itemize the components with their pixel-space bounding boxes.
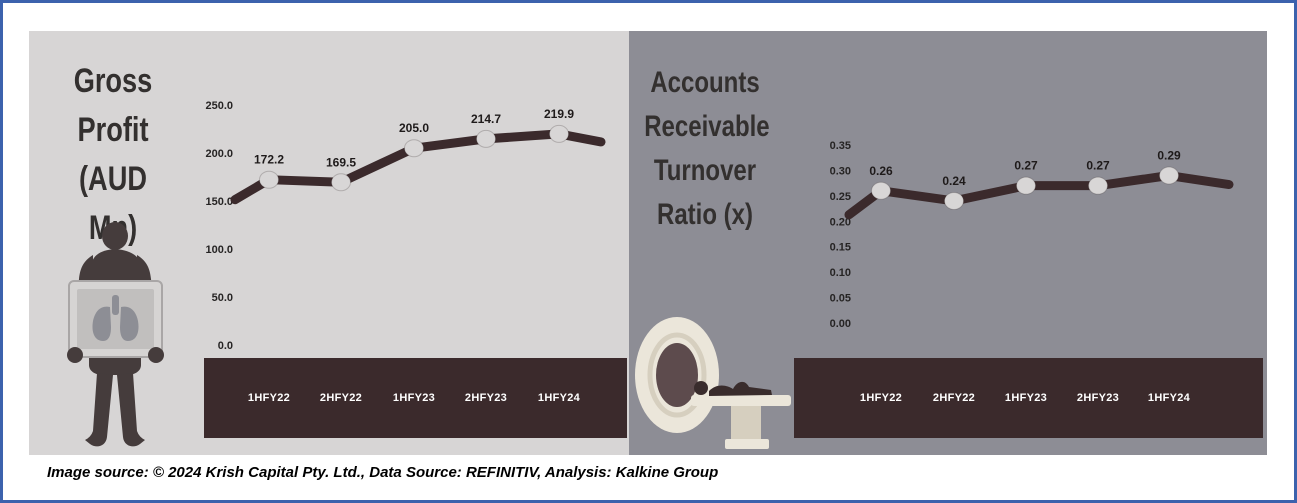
human-xray-icon [67, 222, 164, 447]
data-point-marker [944, 191, 964, 210]
y-axis-tick-label: 0.20 [830, 216, 851, 228]
data-point-marker [871, 181, 891, 200]
chart-title-line: Turnover [653, 154, 757, 187]
data-point-label: 205.0 [399, 121, 429, 135]
data-point-marker [331, 173, 351, 192]
y-axis-tick-label: 150.0 [205, 196, 233, 208]
data-point-label: 0.26 [869, 164, 893, 178]
y-axis-tick-label: 0.15 [830, 242, 851, 254]
x-axis-category-label: 2HFY23 [464, 392, 508, 404]
gross-profit-title: Gross Profit (AUD Mn) [37, 57, 189, 253]
trachea-shape [112, 295, 119, 315]
x-axis-category-label: 1HFY23 [392, 392, 436, 404]
data-point-label: 0.24 [942, 174, 966, 188]
chart-title-line: (AUD Mn) [79, 160, 147, 247]
gross-profit-xaxis-band: 1HFY22 2HFY22 1HFY23 2HFY23 1HFY24 [204, 358, 627, 438]
x-axis-category-label: 1HFY22 [247, 392, 291, 404]
data-point-label: 0.27 [1086, 159, 1110, 173]
data-point-marker [404, 139, 424, 158]
y-axis-tick-label: 50.0 [212, 292, 233, 304]
ar-turnover-xaxis-band: 1HFY22 2HFY22 1HFY23 2HFY23 1HFY24 [794, 358, 1263, 438]
x-axis-category-label: 1HFY24 [537, 392, 581, 404]
data-point-marker [1088, 176, 1108, 195]
y-axis-tick-label: 0.0 [218, 340, 233, 352]
y-axis-tick-label: 0.30 [830, 165, 851, 177]
gross-profit-line-chart: 250.0 200.0 150.0 100.0 50.0 0.0 172.2 169.5 205… [205, 100, 606, 352]
ct-gantry [635, 317, 719, 433]
data-point-label: 172.2 [254, 153, 284, 167]
data-point-marker [1016, 176, 1036, 195]
right-lung-shape [120, 306, 139, 341]
y-axis-tick-label: 100.0 [205, 244, 233, 256]
chart-title-line: Gross [73, 62, 153, 100]
x-axis-category-label: 1HFY22 [859, 392, 903, 404]
ct-scanner-icon [635, 317, 791, 449]
image-source-text: Image source: © 2024 Krish Capital Pty. … [47, 464, 719, 481]
data-point-label: 214.7 [471, 112, 501, 126]
data-point-label: 219.9 [544, 107, 574, 121]
data-point-label: 0.27 [1014, 159, 1038, 173]
data-point-marker [1159, 166, 1179, 185]
data-point-marker [476, 129, 496, 148]
data-point-label: 0.29 [1157, 149, 1181, 163]
x-axis-category-label: 1HFY23 [1004, 392, 1048, 404]
left-lung-shape [92, 306, 111, 341]
chart-title-line: Profit [77, 111, 149, 149]
chart-title-line: Accounts [650, 66, 760, 99]
data-point-marker [549, 124, 569, 143]
y-axis-tick-label: 0.25 [830, 191, 851, 203]
right-hand-shape [148, 347, 164, 363]
ar-turnover-panel: Accounts Receivable Turnover Ratio (x) 0.35… [629, 31, 1267, 455]
patient-silhouette [694, 381, 772, 396]
chart-title-line: Ratio (x) [657, 198, 753, 231]
y-axis-tick-label: 0.10 [830, 267, 851, 279]
x-axis-category-label: 2HFY22 [319, 392, 363, 404]
chart-title-line: Receivable [644, 110, 770, 143]
y-axis-tick-label: 250.0 [205, 100, 233, 112]
ar-turnover-line-chart: 0.35 0.30 0.25 0.20 0.15 0.10 0.05 0.00 0.26 0.24… [830, 140, 1234, 330]
y-axis-tick-label: 0.35 [830, 140, 851, 152]
y-axis-tick-label: 200.0 [205, 148, 233, 160]
x-axis-category-label: 2HFY23 [1076, 392, 1120, 404]
ct-table [691, 395, 791, 449]
gross-profit-panel: Gross Profit (AUD Mn) 250.0 200.0 150.0 100.0… [29, 31, 629, 455]
x-axis-category-label: 1HFY24 [1147, 392, 1191, 404]
ar-turnover-title: Accounts Receivable Turnover Ratio (x) [629, 61, 781, 237]
left-hand-shape [67, 347, 83, 363]
y-axis-tick-label: 0.05 [830, 293, 851, 305]
xray-frame [67, 280, 164, 363]
y-axis-tick-label: 0.00 [830, 318, 851, 330]
x-axis-category-label: 2HFY22 [932, 392, 976, 404]
data-point-label: 169.5 [326, 155, 356, 169]
data-point-marker [259, 170, 279, 189]
